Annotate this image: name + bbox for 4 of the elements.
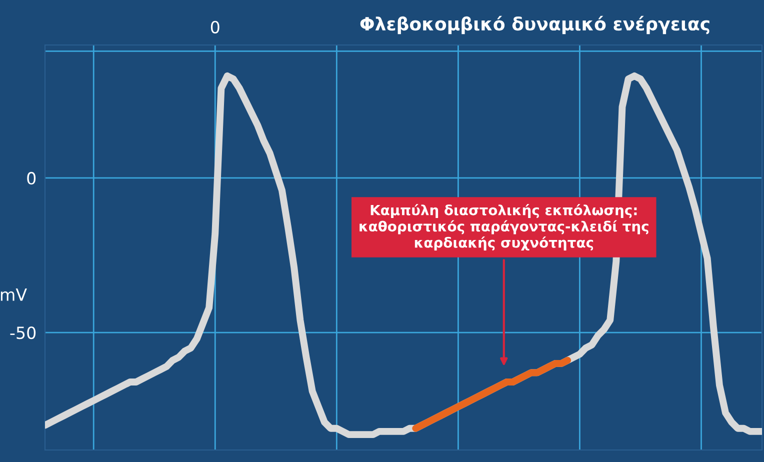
chart-title: Φλεβοκομβικό δυναμικό ενέργειας bbox=[360, 16, 710, 34]
y-axis-title: mV bbox=[0, 288, 27, 301]
y-tick-label: -50 bbox=[10, 326, 36, 340]
annotation: Καμπύλη διαστολικής εκπόλωσης: καθοριστικός παράγοντας-κλειδί της καρδιακής συχνότητας bbox=[360, 204, 648, 250]
